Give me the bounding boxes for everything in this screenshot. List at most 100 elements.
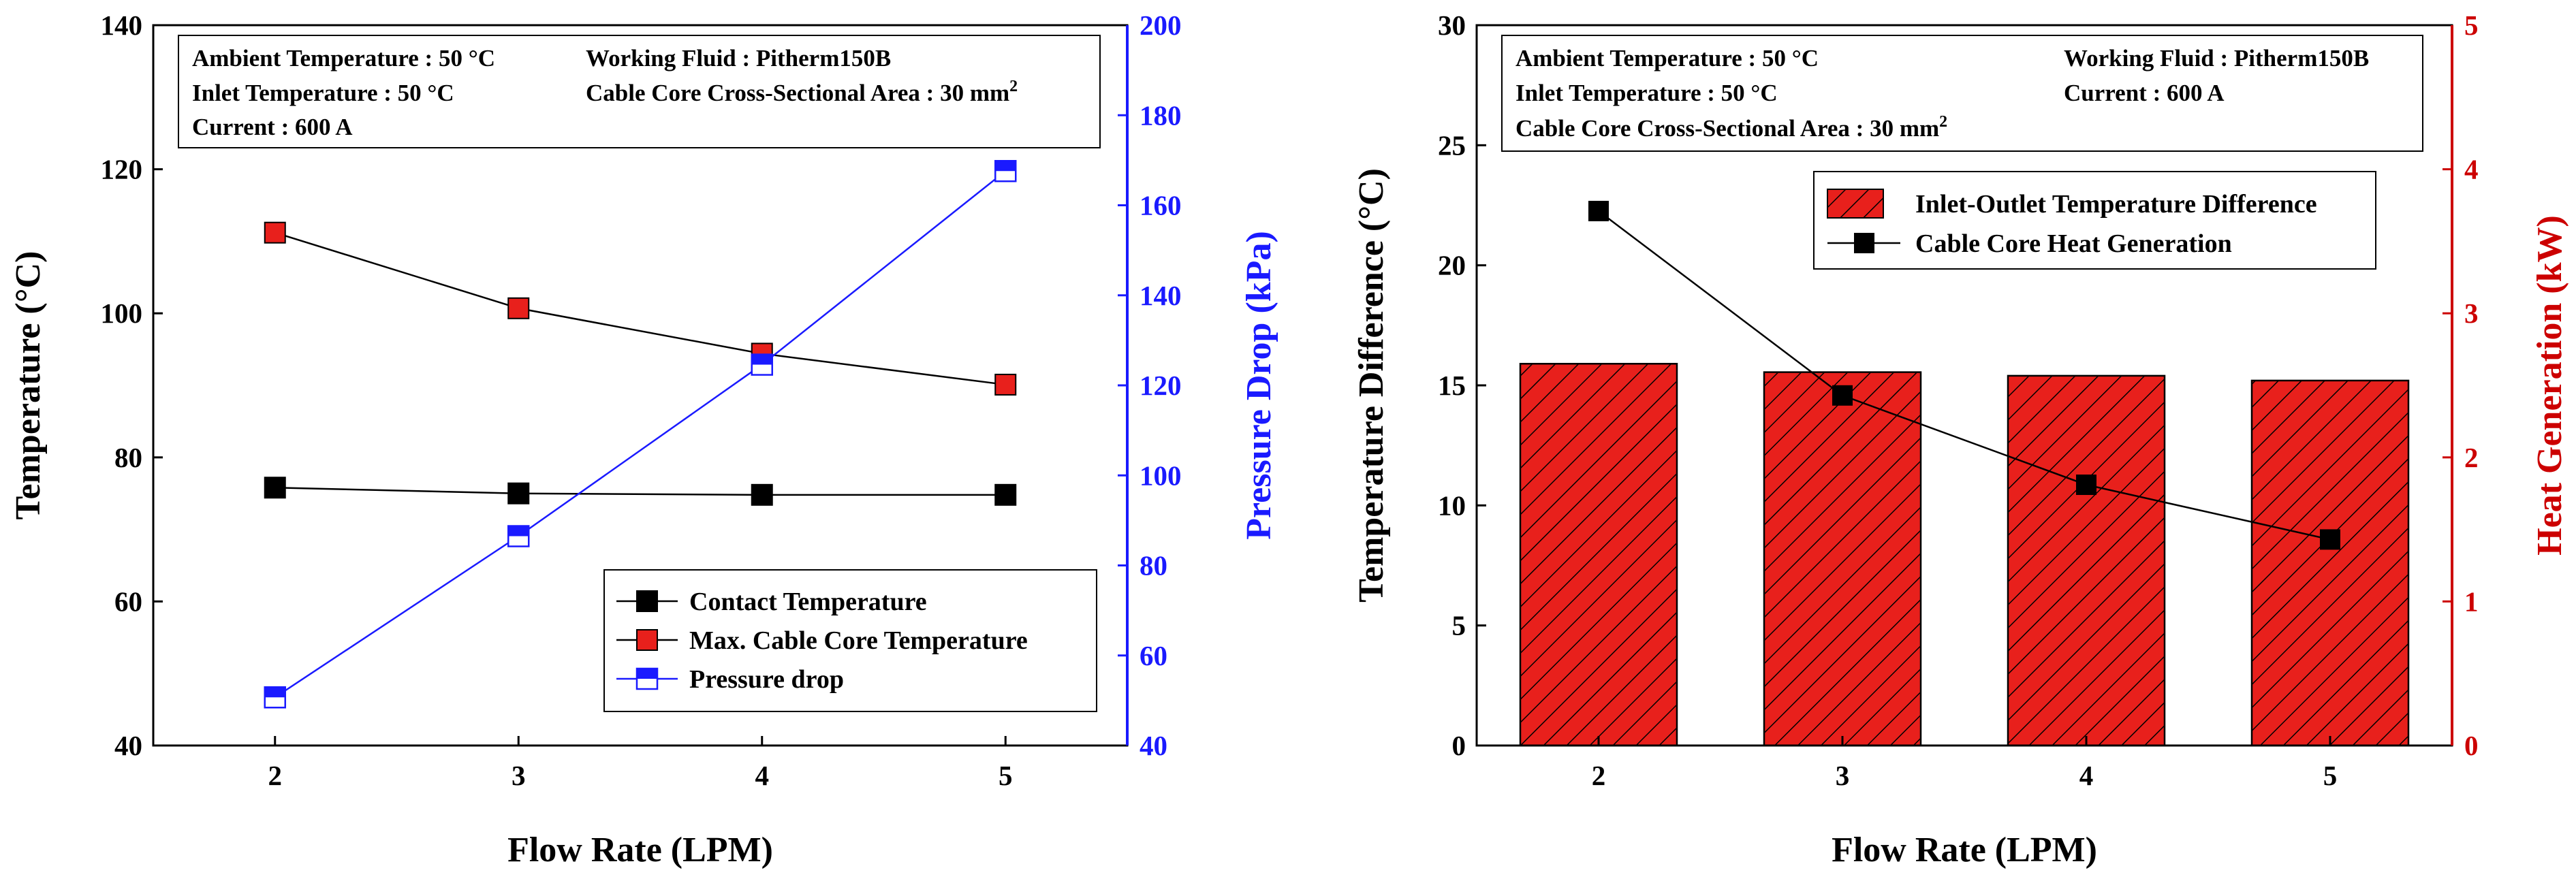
series-marker [507,482,530,504]
right-y-tick-label: 5 [1452,610,1466,641]
left-chart-ticks: 40 60 80 100 120 140 40 60 80 100 120 140 160 180 200 2… [101,10,1182,791]
right-info-box: Ambient Temperature : 50 °C Working Flui… [1501,35,2423,152]
right-y2-tick-label: 2 [2464,442,2479,473]
right-y-axis-title: Temperature Difference (°C) [1352,168,1391,603]
series-marker-fill [508,526,529,536]
left-y-axis-title: Temperature (°C) [9,251,48,520]
series-marker-fill [995,161,1016,172]
left-y-tick-label: 120 [101,154,143,185]
bar [2007,374,2166,747]
left-x-tick-label: 3 [512,760,526,791]
right-y-tick-label: 20 [1438,250,1466,281]
left-chart-series [264,159,1017,709]
right-y2-tick-label: 5 [2464,10,2479,41]
left-x-tick-label: 2 [268,760,283,791]
right-info-current: Current : 600 A [2064,80,2225,106]
series-marker [994,483,1017,506]
right-info-ambient: Ambient Temperature : 50 °C [1515,45,1819,71]
right-chart-series [1588,200,2340,550]
series-marker [2320,529,2340,550]
legend-label-cable-core-heat-generation: Cable Core Heat Generation [1915,229,2232,258]
right-info-fluid: Working Fluid : Pitherm150B [2064,45,2369,71]
left-y2-tick-label: 200 [1140,10,1182,41]
series-line [274,486,1006,496]
left-y-tick-label: 60 [114,586,142,617]
bar [1763,371,1922,747]
legend-item-contact-temperature: Contact Temperature [616,588,927,616]
right-y-tick-label: 0 [1452,730,1466,761]
right-y2-tick-label: 0 [2464,730,2479,761]
left-y2-tick-label: 120 [1140,370,1182,401]
right-chart: 0 5 10 15 20 25 30 0 1 2 3 4 5 2 3 4 5 Ambient Temperatu… [1352,10,2569,869]
right-y2-tick-label: 3 [2464,298,2479,329]
series-line [274,231,1006,386]
left-y2-tick-label: 80 [1140,550,1167,581]
right-y-tick-label: 15 [1438,370,1466,401]
left-info-area-sup: 2 [1009,78,1018,95]
series-marker [2076,475,2096,496]
series-marker [264,221,286,244]
legend-item-inlet-outlet-temperature-difference: Inlet-Outlet Temperature Difference [1827,189,2317,219]
series-line [1598,210,2331,541]
left-info-fluid: Working Fluid : Pitherm150B [586,45,891,71]
left-info-area-text: Cable Core Cross-Sectional Area : 30 mm [586,80,1009,106]
right-info-area-text: Cable Core Cross-Sectional Area : 30 mm [1515,115,1939,142]
right-info-area-sup: 2 [1939,113,1947,131]
left-y-tick-label: 80 [114,442,142,473]
series-marker [751,483,773,506]
series-marker-fill [751,354,772,365]
left-info-box: Ambient Temperature : 50 °C Working Flui… [178,35,1101,148]
right-chart-ticks: 0 5 10 15 20 25 30 0 1 2 3 4 5 2 3 4 5 [1438,10,2479,791]
bar [1519,363,1678,747]
series-line [274,170,1007,699]
left-info-area: Cable Core Cross-Sectional Area : 30 mm2 [586,78,1018,106]
right-y2-axis-title: Heat Generation (kW) [2530,215,2569,556]
right-info-area: Cable Core Cross-Sectional Area : 30 mm2 [1515,113,1947,142]
legend-item-cable-core-heat-generation: Cable Core Heat Generation [1827,229,2232,258]
left-info-inlet: Inlet Temperature : 50 °C [192,80,454,106]
left-chart: 40 60 80 100 120 140 40 60 80 100 120 140 160 180 200 2… [9,10,1278,869]
series-marker [264,477,286,499]
series-marker [1832,385,1853,406]
left-y2-tick-label: 160 [1140,190,1182,221]
left-y2-tick-label: 60 [1140,640,1167,671]
right-y-tick-label: 10 [1438,490,1466,521]
left-y2-tick-label: 100 [1140,460,1182,491]
left-y2-tick-label: 180 [1140,99,1182,131]
right-y2-tick-label: 4 [2464,154,2479,185]
right-x-tick-label: 2 [1592,760,1606,791]
left-x-tick-label: 5 [999,760,1013,791]
legend-label-max-cable-core-temperature: Max. Cable Core Temperature [689,626,1028,655]
right-x-tick-label: 4 [2079,760,2094,791]
left-info-ambient: Ambient Temperature : 50 °C [192,45,495,71]
legend-label-inlet-outlet-temperature-difference: Inlet-Outlet Temperature Difference [1915,190,2317,219]
right-y-tick-label: 25 [1438,129,1466,161]
series-marker [994,373,1017,396]
left-y2-axis-title: Pressure Drop (kPa) [1240,231,1278,540]
left-y-tick-label: 100 [101,298,143,329]
legend-label-pressure-drop: Pressure drop [689,665,844,694]
legend-label-contact-temperature: Contact Temperature [689,588,927,616]
series-marker [507,297,530,319]
right-y2-tick-label: 1 [2464,586,2479,617]
left-y2-tick-label: 140 [1140,280,1182,311]
right-info-inlet: Inlet Temperature : 50 °C [1515,80,1778,106]
right-legend: Inlet-Outlet Temperature Difference Cabl… [1813,171,2376,270]
left-y2-tick-label: 40 [1140,730,1167,761]
legend-item-pressure-drop: Pressure drop [616,665,844,694]
right-x-tick-label: 5 [2323,760,2338,791]
bar [2250,379,2410,747]
left-y-tick-label: 140 [101,10,143,41]
right-x-axis-title: Flow Rate (LPM) [1832,831,2097,869]
right-x-tick-label: 3 [1836,760,1850,791]
right-chart-bars [1519,363,2410,747]
left-x-axis-title: Flow Rate (LPM) [507,831,773,869]
left-info-current: Current : 600 A [192,114,353,140]
right-y-tick-label: 30 [1438,10,1466,41]
left-legend: Contact Temperature Max. Cable Core Temp… [603,569,1097,712]
left-x-tick-label: 4 [755,760,770,791]
series-marker-fill [264,687,285,698]
left-y-tick-label: 40 [114,730,142,761]
legend-item-max-cable-core-temperature: Max. Cable Core Temperature [616,626,1028,655]
